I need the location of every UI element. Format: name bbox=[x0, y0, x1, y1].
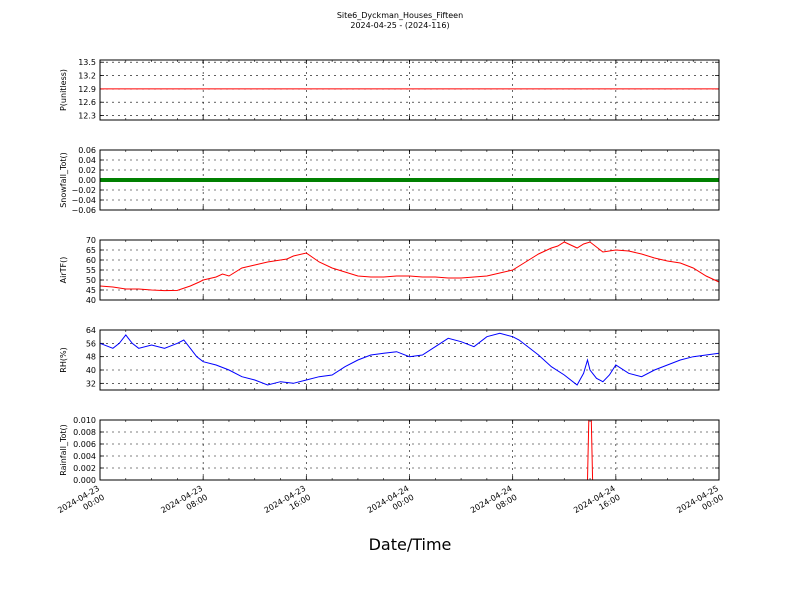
panel-1: −0.06−0.04−0.020.000.020.040.06 Snowfall_… bbox=[59, 146, 720, 215]
y-tick-label: 65 bbox=[86, 246, 96, 255]
x-tick-label: 2024-04-2316:00 bbox=[263, 484, 313, 524]
series-line bbox=[99, 332, 720, 386]
y-tick-label: 0.000 bbox=[73, 476, 96, 485]
x-tick-label: 2024-04-2308:00 bbox=[159, 484, 209, 524]
x-tick-label: 2024-04-2500:00 bbox=[675, 484, 725, 524]
y-tick-label: 12.6 bbox=[78, 98, 96, 107]
y-tick-label: −0.04 bbox=[71, 196, 96, 205]
panel-0: 12.3 12.6 12.9 13.2 13.5 P(unitless) bbox=[59, 58, 720, 121]
panel-4: 0.000 0.002 0.004 0.006 0.008 0.010 Rainfall_T… bbox=[59, 416, 720, 485]
y-tick-label: −0.02 bbox=[71, 186, 96, 195]
y-tick-label: 0.008 bbox=[73, 428, 96, 437]
panel-3: 32 40 48 56 64 RH(%) bbox=[59, 326, 720, 391]
y-axis-label: Snowfall_Tot() bbox=[59, 152, 68, 208]
x-axis-label: Date/Time bbox=[369, 535, 452, 554]
y-tick-label: 50 bbox=[86, 276, 96, 285]
y-tick-label: 0.02 bbox=[78, 166, 96, 175]
x-tick-label: 2024-04-2300:00 bbox=[56, 484, 106, 524]
x-tick-label: 2024-04-2416:00 bbox=[572, 484, 622, 524]
y-tick-label: 0.004 bbox=[73, 452, 96, 461]
y-tick-label: 40 bbox=[86, 296, 96, 305]
panel-frame bbox=[99, 419, 720, 481]
x-tick-label: 2024-04-2408:00 bbox=[469, 484, 519, 524]
panel-frame bbox=[99, 239, 720, 301]
y-tick-label: 64 bbox=[86, 326, 96, 335]
y-tick-label: 32 bbox=[86, 379, 96, 388]
y-tick-label: 0.002 bbox=[73, 464, 96, 473]
y-tick-label: 40 bbox=[86, 366, 96, 375]
y-tick-label: 12.9 bbox=[78, 85, 96, 94]
y-axis-label: AirTF() bbox=[59, 257, 68, 284]
y-tick-label: 0.00 bbox=[78, 176, 96, 185]
y-tick-label: 55 bbox=[86, 266, 96, 275]
series-line bbox=[99, 241, 720, 292]
panel-frame bbox=[99, 329, 720, 391]
y-tick-label: 0.010 bbox=[73, 416, 96, 425]
y-tick-label: 48 bbox=[86, 353, 96, 362]
chart-title: Site6_Dyckman_Houses_Fifteen bbox=[336, 11, 464, 20]
y-tick-label: 45 bbox=[86, 286, 96, 295]
y-tick-label: 0.04 bbox=[78, 156, 96, 165]
panel-frame bbox=[99, 59, 720, 121]
x-tick-label: 2024-04-2400:00 bbox=[366, 484, 416, 524]
y-tick-label: 13.2 bbox=[78, 72, 96, 81]
chart-subtitle: 2024-04-25 - (2024-116) bbox=[350, 21, 450, 30]
y-axis-label: RH(%) bbox=[59, 347, 68, 372]
y-tick-label: 0.006 bbox=[73, 440, 96, 449]
y-tick-label: −0.06 bbox=[71, 206, 96, 215]
y-axis-label: P(unitless) bbox=[59, 69, 68, 111]
y-tick-label: 70 bbox=[86, 236, 96, 245]
y-tick-label: 0.06 bbox=[78, 146, 96, 155]
y-axis-label: Rainfall_Tot() bbox=[59, 424, 68, 476]
panel-frame bbox=[99, 149, 720, 211]
y-tick-label: 60 bbox=[86, 256, 96, 265]
y-tick-label: 56 bbox=[86, 339, 96, 348]
y-tick-label: 13.5 bbox=[78, 58, 96, 67]
y-tick-label: 12.3 bbox=[78, 112, 96, 121]
